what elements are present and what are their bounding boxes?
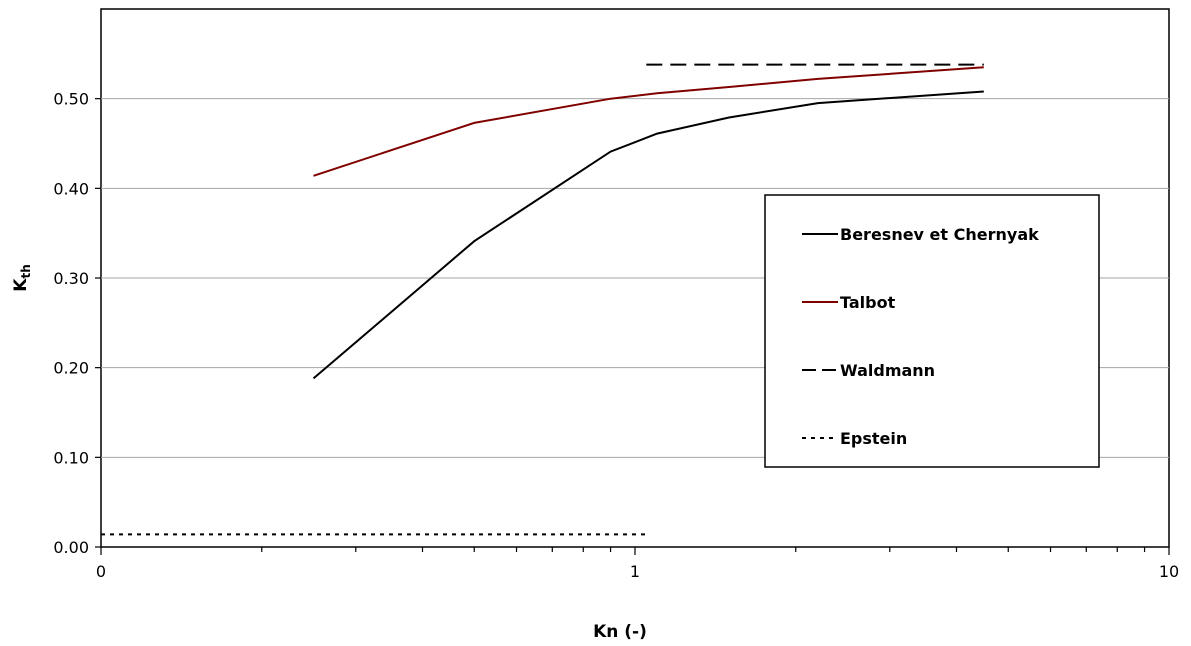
- x-tick-labels: 0 1 10: [96, 562, 1179, 581]
- y-tick-label: 0.40: [53, 179, 89, 198]
- x-tick-label: 0: [96, 562, 106, 581]
- legend-label-epstein: Epstein: [840, 429, 907, 448]
- legend-label-talbot: Talbot: [840, 293, 896, 312]
- series-line-beresnev-et-chernyak: [312, 90, 984, 380]
- x-tick-label: 10: [1159, 562, 1179, 581]
- series-line-talbot: [313, 66, 984, 177]
- y-tick-label: 0.30: [53, 269, 89, 288]
- series-lines: [101, 63, 984, 536]
- x-axis-title: Kn (-): [593, 622, 647, 642]
- y-axis-title: Kth: [11, 264, 33, 291]
- y-axis-title-main: K: [11, 278, 31, 292]
- axis-ticks: [95, 98, 1170, 555]
- legend-label-beresnev-et-chernyak: Beresnev et Chernyak: [840, 225, 1039, 244]
- y-tick-label: 0.10: [53, 448, 89, 467]
- y-tick-labels: 0.00 0.10 0.20 0.30 0.40 0.50: [53, 90, 89, 557]
- y-axis-title-subscript: th: [19, 264, 33, 278]
- legend-box: [764, 194, 1100, 468]
- x-tick-label: 1: [630, 562, 640, 581]
- legend: Beresnev et Chernyak Talbot Waldmann Epstei…: [764, 194, 1100, 468]
- y-tick-label: 0.00: [53, 538, 89, 557]
- y-tick-label: 0.20: [53, 359, 89, 378]
- y-tick-label: 0.50: [53, 90, 89, 109]
- legend-label-waldmann: Waldmann: [840, 361, 935, 380]
